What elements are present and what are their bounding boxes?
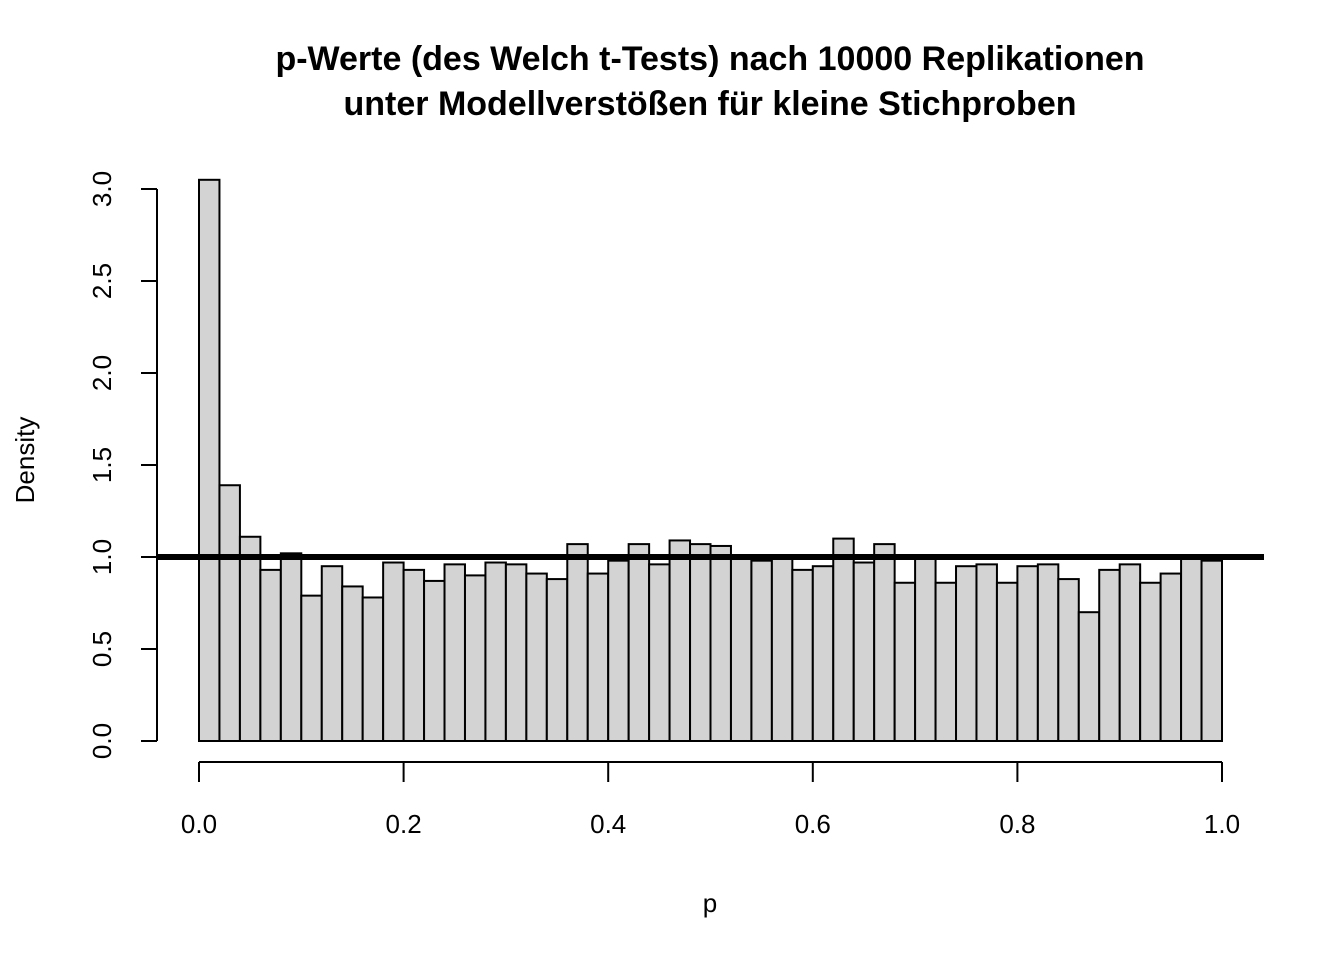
histogram-bar	[259, 568, 282, 742]
histogram-bar	[791, 568, 814, 742]
histogram-bar	[361, 596, 385, 742]
histogram-bar	[341, 585, 364, 742]
histogram-bar	[1057, 578, 1080, 743]
histogram-bar	[914, 557, 937, 743]
x-tick-label: 1.0	[1204, 809, 1240, 839]
histogram-bar	[975, 563, 998, 742]
histogram-bar	[1036, 563, 1060, 742]
histogram-bar	[1098, 568, 1121, 742]
histogram-bar	[566, 543, 589, 742]
histogram-bar	[832, 537, 855, 742]
histogram-bar	[893, 581, 917, 743]
histogram-bar	[1016, 565, 1039, 743]
x-tick-label: 0.8	[999, 809, 1035, 839]
x-tick-label: 0.6	[795, 809, 831, 839]
y-tick-label: 0.0	[87, 723, 117, 759]
histogram-bar	[1180, 557, 1203, 743]
histogram-bar	[1200, 559, 1224, 742]
histogram-bar	[423, 579, 446, 742]
histogram-bar	[852, 561, 876, 743]
histogram-bar	[320, 565, 344, 743]
histogram-bar	[504, 563, 528, 742]
x-tick-label: 0.4	[590, 809, 626, 839]
histogram-bar	[586, 572, 610, 742]
x-axis: 0.0 0.2 0.4 0.6 0.8 1.0	[181, 761, 1240, 839]
histogram-bars	[198, 178, 1224, 743]
histogram-bar	[218, 484, 241, 742]
histogram-bar	[648, 563, 671, 742]
histogram-bar	[484, 561, 507, 743]
histogram-bar	[729, 556, 753, 742]
histogram-bar	[1139, 581, 1162, 743]
y-tick-label: 3.0	[87, 171, 117, 207]
y-tick-label: 0.5	[87, 631, 117, 667]
y-tick-label: 1.0	[87, 539, 117, 575]
x-axis-title: p	[703, 888, 717, 918]
histogram-bar	[443, 563, 466, 742]
chart-title-line-1: p-Werte (des Welch t-Tests) nach 10000 R…	[275, 40, 1144, 78]
y-axis: 0.0 0.5 1.0 1.5 2.0 2.5 3.0	[87, 171, 158, 759]
histogram-bar	[689, 543, 712, 742]
histogram-bar	[750, 559, 773, 742]
histogram-bar	[545, 578, 569, 743]
histogram-bar	[1077, 611, 1101, 743]
histogram-bar	[770, 557, 794, 743]
histogram-bar	[1118, 563, 1142, 742]
histogram-bar	[525, 572, 548, 742]
histogram-bar	[382, 561, 405, 743]
histogram-bar	[238, 535, 262, 743]
histogram-bar	[811, 565, 835, 743]
histogram-bar	[934, 581, 958, 743]
histogram-bar	[607, 559, 630, 742]
histogram-bar	[402, 568, 426, 742]
histogram-bar	[300, 594, 323, 743]
histogram-bar	[198, 178, 221, 743]
histogram-bar	[463, 574, 487, 743]
histogram-bar	[1159, 572, 1183, 742]
histogram-bar	[873, 543, 896, 742]
histogram-bar	[995, 581, 1019, 743]
y-tick-label: 1.5	[87, 447, 117, 483]
histogram-bar	[627, 543, 651, 742]
x-tick-label: 0.2	[386, 809, 422, 839]
histogram-bar	[279, 552, 303, 742]
y-axis-title: Density	[10, 417, 40, 504]
x-tick-label: 0.0	[181, 809, 217, 839]
y-tick-label: 2.0	[87, 355, 117, 391]
y-tick-label: 2.5	[87, 263, 117, 299]
chart-title-line-2: unter Modellverstößen für kleine Stichpr…	[344, 85, 1077, 123]
histogram-bar	[668, 539, 692, 742]
histogram-bar	[709, 544, 732, 743]
histogram-bar	[955, 565, 978, 743]
